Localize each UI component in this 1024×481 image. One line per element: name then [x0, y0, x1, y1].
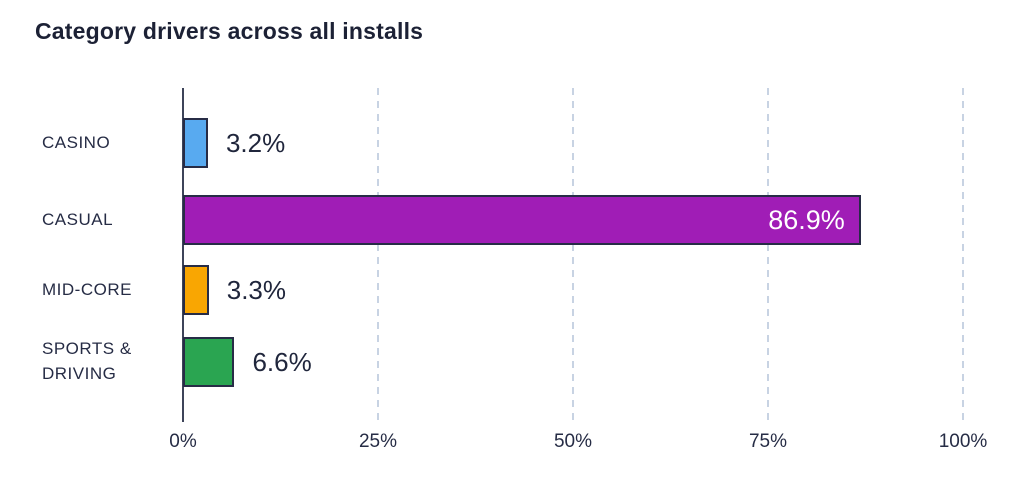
bar-casual: 86.9%	[183, 195, 861, 245]
y-axis-line	[182, 88, 184, 422]
category-label-casual: CASUAL	[42, 209, 114, 229]
x-tick-label: 25%	[358, 431, 398, 452]
value-label-casual: 86.9%	[768, 204, 845, 235]
x-tick-label: 50%	[553, 431, 593, 452]
gridline	[572, 88, 574, 422]
value-label-casino: 3.2%	[225, 127, 286, 158]
category-label-casino: CASINO	[42, 132, 111, 152]
bar-sports-driving	[183, 337, 235, 387]
gridline	[377, 88, 379, 422]
category-label-sports-driving: SPORTS & DRIVING	[42, 339, 132, 383]
bar-mid-core	[183, 265, 209, 315]
chart-title: Category drivers across all installs	[35, 18, 424, 44]
x-tick-label: 0%	[169, 431, 197, 452]
category-label-mid-core: MID-CORE	[42, 279, 132, 299]
gridline	[962, 88, 964, 422]
value-label-sports-driving: 6.6%	[252, 346, 312, 377]
gridline	[767, 88, 769, 422]
plot-area: 86.9%	[182, 88, 964, 422]
value-label-mid-core: 3.3%	[226, 274, 286, 305]
x-tick-label: 75%	[748, 431, 788, 452]
x-tick-label: 100%	[938, 431, 988, 452]
bar-casino	[183, 118, 208, 168]
